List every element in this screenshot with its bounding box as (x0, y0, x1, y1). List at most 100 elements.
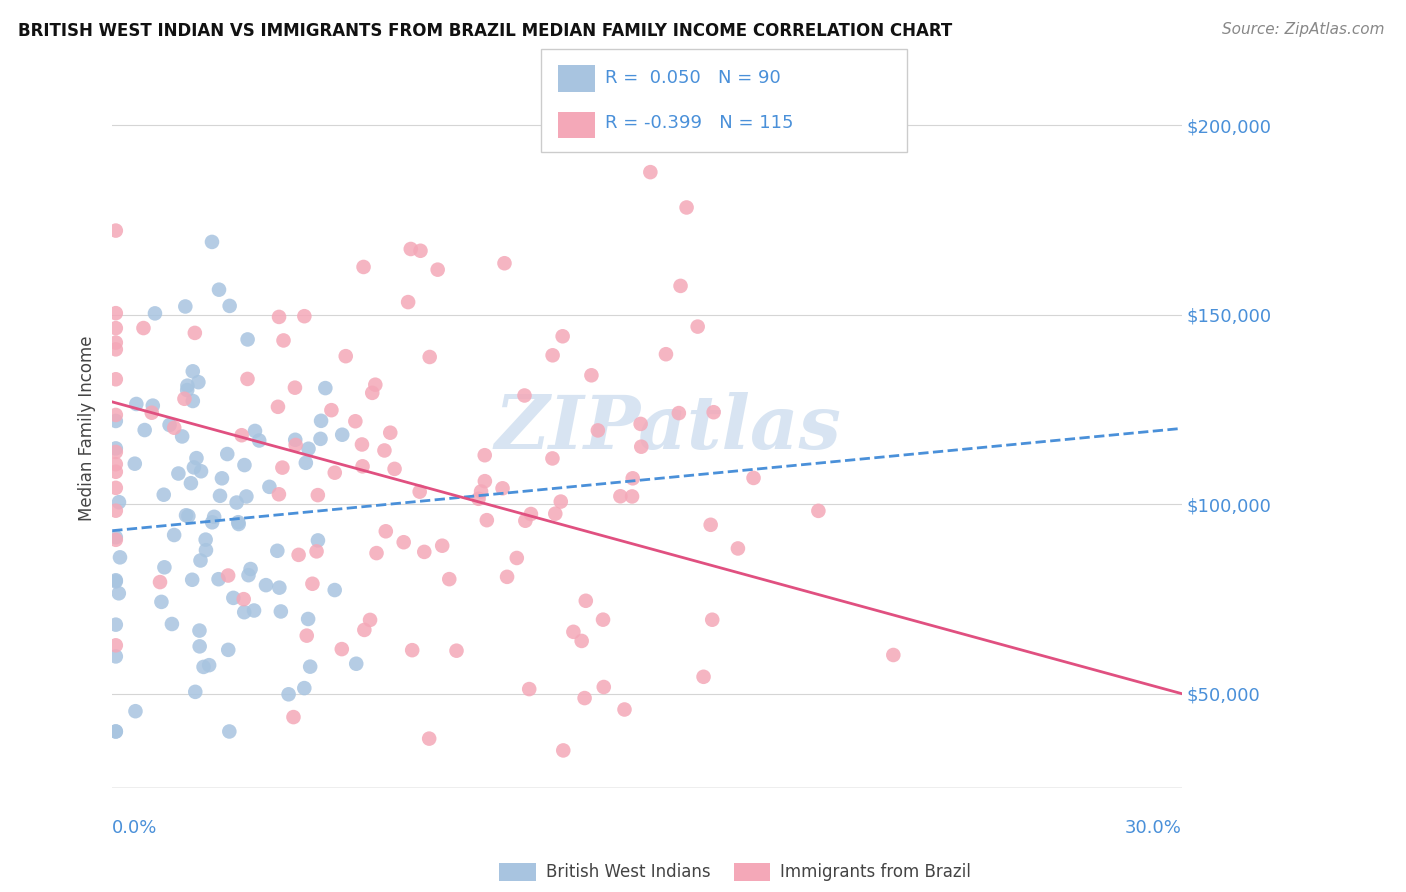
Point (153, 560, 176, 574)
Point (201, 235, 224, 249)
Point (247, 434, 270, 448)
Point (292, 309, 315, 323)
Point (439, 572, 461, 586)
Point (228, 516, 250, 531)
Point (233, 605, 256, 619)
Point (186, 451, 208, 466)
Point (284, 381, 307, 395)
Point (124, 457, 146, 471)
Point (586, 424, 609, 438)
Point (297, 612, 319, 626)
Point (307, 533, 329, 548)
Point (163, 421, 186, 435)
Point (273, 334, 295, 348)
Point (675, 201, 697, 215)
Point (107, 586, 129, 600)
Point (314, 381, 336, 395)
Point (553, 743, 575, 757)
Point (541, 451, 564, 466)
Point (194, 533, 217, 547)
Point (183, 460, 205, 475)
Point (330, 427, 353, 442)
Point (104, 306, 127, 320)
Point (187, 375, 209, 389)
Point (181, 364, 204, 378)
Text: R =  0.050   N = 90: R = 0.050 N = 90 (605, 69, 780, 87)
Point (188, 624, 211, 638)
Point (202, 509, 225, 524)
Point (307, 488, 329, 502)
Point (352, 459, 374, 474)
Point (467, 491, 489, 506)
Point (104, 445, 127, 459)
Point (301, 576, 323, 591)
Point (283, 710, 305, 724)
Text: 30.0%: 30.0% (1125, 819, 1181, 837)
Point (201, 516, 224, 530)
Point (418, 731, 440, 746)
Point (104, 649, 127, 664)
Point (142, 399, 165, 413)
Point (613, 702, 636, 716)
Point (236, 333, 259, 347)
Point (108, 550, 131, 565)
Point (269, 581, 291, 595)
Point (181, 573, 204, 587)
Point (132, 321, 155, 335)
Point (104, 224, 127, 238)
Point (176, 378, 198, 392)
Point (335, 349, 357, 363)
Point (243, 424, 266, 438)
Point (159, 417, 181, 432)
Point (882, 648, 904, 662)
Point (686, 319, 709, 334)
Point (366, 546, 388, 560)
Point (562, 624, 585, 639)
Point (193, 660, 215, 674)
Point (267, 487, 290, 501)
Text: ZIPatlas: ZIPatlas (495, 392, 842, 465)
Point (277, 687, 299, 701)
Point (409, 244, 432, 258)
Point (266, 543, 288, 558)
Point (353, 623, 375, 637)
Point (520, 507, 543, 521)
Point (295, 629, 318, 643)
Point (152, 488, 174, 502)
Point (104, 504, 127, 518)
Point (541, 348, 564, 362)
Point (494, 256, 516, 270)
Point (513, 388, 536, 402)
Point (284, 438, 307, 452)
Point (190, 553, 212, 567)
Point (104, 343, 127, 357)
Point (104, 321, 127, 335)
Point (259, 480, 281, 494)
Point (592, 680, 614, 694)
Point (344, 657, 367, 671)
Point (108, 495, 131, 509)
Point (475, 513, 498, 527)
Point (305, 544, 328, 558)
Point (104, 724, 127, 739)
Point (359, 613, 381, 627)
Point (167, 467, 190, 481)
Point (267, 310, 290, 324)
Point (231, 428, 253, 442)
Point (630, 440, 652, 454)
Point (104, 574, 127, 588)
Point (143, 306, 166, 320)
Point (399, 242, 422, 256)
Point (703, 405, 725, 419)
Point (180, 476, 202, 491)
Point (217, 568, 239, 582)
Point (160, 617, 183, 632)
Point (104, 724, 127, 739)
Point (432, 539, 454, 553)
Text: Source: ZipAtlas.com: Source: ZipAtlas.com (1222, 22, 1385, 37)
Point (124, 704, 146, 718)
Text: R = -0.399   N = 115: R = -0.399 N = 115 (605, 114, 793, 132)
Point (692, 670, 714, 684)
Point (621, 471, 644, 485)
Point (218, 299, 240, 313)
